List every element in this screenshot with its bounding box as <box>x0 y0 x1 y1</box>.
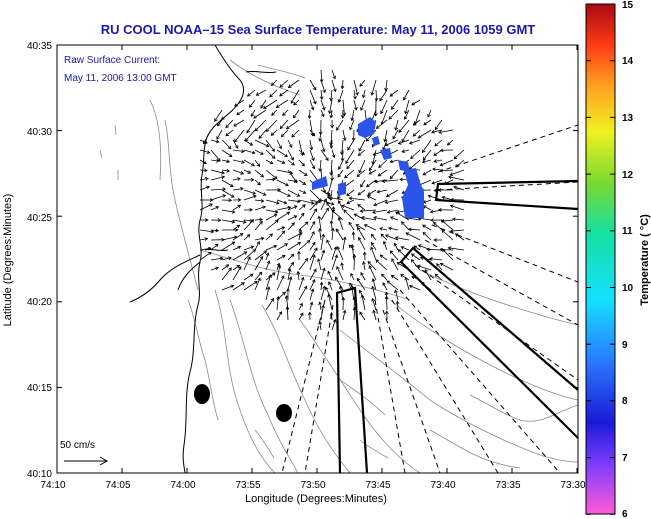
x-tick-label: 73:40 <box>430 480 455 491</box>
radar-wedges <box>335 179 578 473</box>
x-tick-label: 74:10 <box>40 480 65 491</box>
colorbar-tick-label: 6 <box>622 509 628 519</box>
colorbar-tick-label: 7 <box>622 453 628 464</box>
y-tick-label: 40:25 <box>27 213 52 224</box>
sst-patches <box>312 117 424 218</box>
x-tick-labels: 74:10 74:05 74:00 73:55 73:50 73:45 73:4… <box>40 480 585 491</box>
coastline <box>129 45 277 473</box>
y-axis-label: Latitude (Degrees:Minutes) <box>2 194 14 327</box>
x-tick-label: 74:00 <box>170 480 195 491</box>
y-tick-label: 40:35 <box>27 41 52 52</box>
colorbar-tick-label: 10 <box>622 283 634 294</box>
y-tick-labels: 40:35 40:30 40:25 40:20 40:15 40:10 <box>27 41 52 480</box>
colorbar-label: Temperature ( °C) <box>639 214 651 306</box>
y-tick-label: 40:15 <box>27 383 52 394</box>
axis-ticks <box>56 44 578 474</box>
radar-beam-lines <box>281 124 578 473</box>
current-date-label: May 11, 2006 13:00 GMT <box>64 73 177 84</box>
x-tick-label: 74:05 <box>105 480 130 491</box>
y-tick-label: 40:30 <box>27 127 52 138</box>
colorbar-tick-label: 13 <box>622 113 634 124</box>
colorbar-tick-label: 12 <box>622 170 634 181</box>
map-title: RU COOL NOAA–15 Sea Surface Temperature:… <box>101 22 536 37</box>
current-label: Raw Surface Current: <box>64 55 160 66</box>
y-tick-label: 40:10 <box>27 469 52 480</box>
x-tick-label: 73:55 <box>235 480 260 491</box>
colorbar-tick-label: 9 <box>622 340 628 351</box>
y-tick-label: 40:20 <box>27 297 52 308</box>
colorbar-tick-label: 8 <box>622 396 628 407</box>
scale-label: 50 cm/s <box>60 440 95 451</box>
colorbar-tick-label: 14 <box>622 56 634 67</box>
x-tick-label: 73:35 <box>495 480 520 491</box>
bathymetry-contours <box>99 59 578 473</box>
colorbar-tick-label: 11 <box>622 226 633 237</box>
black-blob-2 <box>276 404 292 422</box>
colorbar-gradient <box>585 3 616 515</box>
x-tick-label: 73:45 <box>365 480 390 491</box>
scale-arrow: 50 cm/s <box>60 440 109 466</box>
colorbar-tick-label: 15 <box>622 0 634 11</box>
x-tick-label: 73:50 <box>300 480 325 491</box>
temperature-colorbar: 15 14 13 12 11 10 9 8 7 6 Temperature ( … <box>585 0 651 519</box>
x-tick-label: 73:30 <box>560 480 585 491</box>
map-plot-area <box>56 44 579 474</box>
x-axis-label: Longitude (Degrees:Minutes) <box>245 493 387 505</box>
black-blob-1 <box>194 384 210 404</box>
